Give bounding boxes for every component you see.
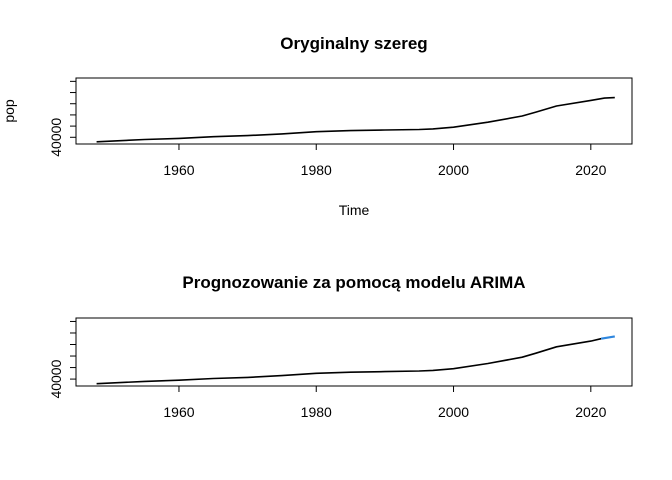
x-tick-label: 1980: [301, 162, 332, 178]
x-tick-label: 2020: [575, 404, 606, 420]
y-axis-label: pop: [1, 99, 17, 123]
x-tick-label: 2020: [575, 162, 606, 178]
plot-frame: [75, 317, 633, 387]
x-tick-label: 2000: [438, 162, 469, 178]
x-tick-label: 1980: [301, 404, 332, 420]
x-tick-label: 1960: [163, 162, 194, 178]
x-axis-label: Time: [339, 202, 370, 218]
plot-frame: [75, 77, 633, 145]
y-tick-label: 40000: [48, 118, 64, 157]
series-line: [96, 96, 615, 143]
chart-title: Prognozowanie za pomocą modelu ARIMA: [182, 273, 525, 292]
y-tick-label: 40000: [48, 359, 64, 398]
x-tick-label: 2000: [438, 404, 469, 420]
x-tick-label: 1960: [163, 404, 194, 420]
chart-title: Oryginalny szereg: [280, 34, 427, 53]
forecast-line: [600, 335, 615, 340]
series-line: [96, 337, 602, 385]
